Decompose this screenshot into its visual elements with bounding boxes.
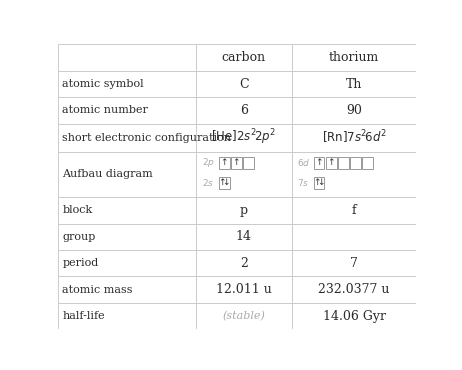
Text: group: group <box>62 232 96 242</box>
Text: atomic symbol: atomic symbol <box>62 79 144 89</box>
Bar <box>292 152 416 197</box>
Text: carbon: carbon <box>222 51 266 64</box>
Bar <box>243 157 254 169</box>
Bar <box>58 250 195 276</box>
Bar <box>292 44 416 71</box>
Bar <box>314 176 324 189</box>
Text: ↓: ↓ <box>222 178 230 187</box>
Bar <box>195 250 292 276</box>
Bar <box>231 157 242 169</box>
Text: p: p <box>240 204 248 217</box>
Bar <box>195 97 292 124</box>
Bar <box>292 97 416 124</box>
Text: 2: 2 <box>240 257 248 270</box>
Text: thorium: thorium <box>329 51 379 64</box>
Text: 6: 6 <box>240 104 248 117</box>
Text: block: block <box>62 205 93 215</box>
Bar <box>292 276 416 303</box>
Text: ↑: ↑ <box>233 158 240 168</box>
Bar <box>195 44 292 71</box>
Text: (stable): (stable) <box>223 311 265 321</box>
Bar <box>195 303 292 329</box>
Bar <box>219 157 230 169</box>
Bar <box>292 71 416 97</box>
Bar <box>58 71 195 97</box>
Bar <box>195 71 292 97</box>
Text: Th: Th <box>346 78 362 91</box>
Text: ↓: ↓ <box>317 178 325 187</box>
Text: ↑: ↑ <box>313 178 321 187</box>
Text: 232.0377 u: 232.0377 u <box>318 283 390 296</box>
Text: 90: 90 <box>346 104 362 117</box>
Bar <box>292 250 416 276</box>
Bar <box>292 197 416 223</box>
Text: atomic mass: atomic mass <box>62 285 133 295</box>
Bar <box>195 152 292 197</box>
Bar <box>58 97 195 124</box>
Bar <box>58 276 195 303</box>
Text: $[\mathrm{He}]2s^2\!2p^2$: $[\mathrm{He}]2s^2\!2p^2$ <box>212 128 276 148</box>
Bar <box>58 223 195 250</box>
Text: $[\mathrm{Rn}]7s^2\!6d^2$: $[\mathrm{Rn}]7s^2\!6d^2$ <box>322 129 387 147</box>
Text: f: f <box>352 204 356 217</box>
Bar <box>292 124 416 152</box>
Bar <box>219 176 230 189</box>
Bar <box>195 197 292 223</box>
Text: 14.06 Gyr: 14.06 Gyr <box>322 310 385 323</box>
Bar <box>58 124 195 152</box>
Bar <box>292 303 416 329</box>
Bar <box>58 152 195 197</box>
Bar <box>314 157 324 169</box>
Text: ↑: ↑ <box>316 158 323 168</box>
Bar <box>58 197 195 223</box>
Text: short electronic configuration: short electronic configuration <box>62 133 231 143</box>
Bar <box>292 223 416 250</box>
Text: 12.011 u: 12.011 u <box>216 283 272 296</box>
Text: 14: 14 <box>236 230 252 243</box>
Text: ↑: ↑ <box>328 158 335 168</box>
Text: $6d$: $6d$ <box>297 158 310 168</box>
Text: 7: 7 <box>350 257 358 270</box>
Bar <box>350 157 361 169</box>
Bar <box>338 157 349 169</box>
Bar <box>58 44 195 71</box>
Bar <box>195 124 292 152</box>
Bar <box>363 157 373 169</box>
Text: period: period <box>62 258 99 268</box>
Bar <box>326 157 337 169</box>
Text: Aufbau diagram: Aufbau diagram <box>62 169 153 179</box>
Bar <box>195 276 292 303</box>
Text: C: C <box>239 78 249 91</box>
Bar <box>195 223 292 250</box>
Text: $2p$: $2p$ <box>202 157 215 169</box>
Text: $2s$: $2s$ <box>202 177 214 188</box>
Text: ↑: ↑ <box>220 158 228 168</box>
Text: atomic number: atomic number <box>62 105 148 115</box>
Text: $7s$: $7s$ <box>297 177 309 188</box>
Text: ↑: ↑ <box>219 178 226 187</box>
Text: half-life: half-life <box>62 311 105 321</box>
Bar <box>58 303 195 329</box>
